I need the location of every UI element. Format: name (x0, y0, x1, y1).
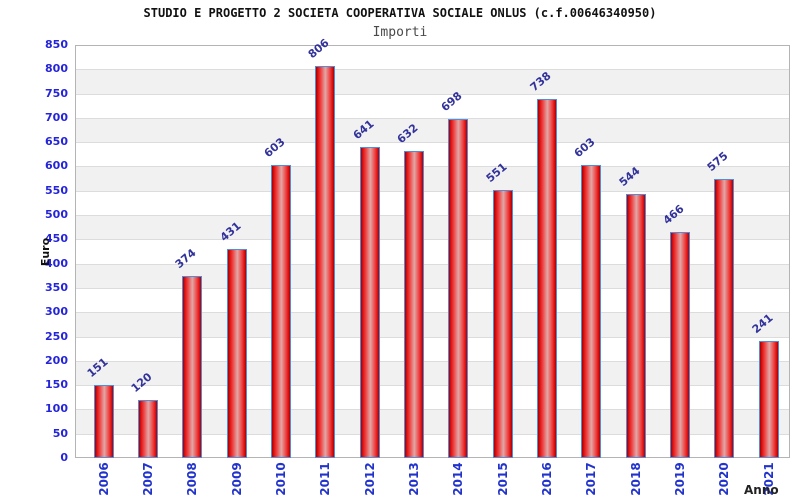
y-tick-label: 700 (45, 110, 68, 124)
y-tick-label: 300 (45, 305, 68, 319)
gridline (76, 409, 789, 411)
x-tick-label: 2017 (584, 462, 599, 496)
y-tick-label: 0 (60, 451, 68, 464)
gridline (76, 166, 789, 168)
plot-area (75, 45, 790, 458)
x-tick-label: 2007 (140, 462, 155, 496)
gridline (76, 190, 789, 192)
plot-band (76, 288, 789, 314)
x-tick-label: 2008 (185, 462, 200, 496)
plot-band (76, 94, 789, 119)
y-tick-label: 450 (45, 232, 68, 246)
plot-band (76, 434, 789, 457)
x-tick-label: 2013 (406, 462, 421, 496)
y-tick-label: 850 (45, 38, 68, 51)
x-tick-label: 2006 (96, 462, 111, 496)
x-tick-label: 2018 (628, 462, 643, 496)
y-tick-label: 200 (45, 353, 68, 367)
gridline (76, 360, 789, 362)
x-tick-label: 2019 (673, 462, 688, 496)
plot-band (76, 240, 789, 265)
plot-band (76, 337, 789, 362)
y-tick-label: 650 (45, 135, 68, 149)
gridline (76, 385, 789, 387)
x-tick-label: 2020 (717, 462, 732, 496)
gridline (76, 263, 789, 265)
plot-band (76, 216, 789, 241)
y-tick-label: 400 (45, 256, 68, 270)
plot-band (76, 143, 789, 168)
gridline (76, 215, 789, 217)
x-tick-label: 2016 (540, 462, 554, 496)
plot-band (76, 46, 789, 71)
plot-band (76, 191, 789, 217)
plot-band (76, 386, 789, 411)
gridline (76, 433, 789, 435)
x-tick-label: 2009 (229, 462, 244, 496)
y-tick-label: 550 (45, 183, 68, 197)
plot-band (76, 118, 789, 144)
y-tick-label: 750 (45, 86, 68, 100)
y-tick-label: 250 (45, 329, 68, 343)
y-tick-label: 800 (45, 62, 68, 76)
y-tick-label: 500 (45, 208, 68, 222)
gridline (76, 117, 789, 119)
gridline (76, 93, 789, 95)
gridline (76, 312, 789, 314)
plot-band (76, 313, 789, 338)
x-axis-title: Anno (744, 483, 779, 497)
x-tick-label: 2014 (451, 462, 466, 496)
gridline (76, 287, 789, 289)
chart-title: STUDIO E PROGETTO 2 SOCIETA COOPERATIVA … (143, 6, 657, 20)
gridline (76, 69, 789, 71)
x-tick-label: 2010 (273, 462, 288, 496)
y-tick-label: 150 (45, 378, 68, 392)
plot-band (76, 410, 789, 435)
x-tick-label: 2011 (318, 462, 333, 496)
plot-band (76, 167, 789, 192)
gridline (76, 142, 789, 144)
gridline (76, 336, 789, 338)
y-tick-label: 100 (45, 402, 68, 416)
gridline (76, 239, 789, 241)
plot-band (76, 361, 789, 387)
y-axis-title: Euro (39, 237, 52, 267)
plot-band (76, 70, 789, 95)
plot-band (76, 264, 789, 289)
x-tick-label: 2012 (362, 462, 377, 496)
y-tick-label: 50 (52, 426, 68, 440)
chart-subtitle: Importi (372, 25, 428, 40)
x-tick-label: 2015 (495, 462, 510, 496)
y-tick-label: 600 (45, 159, 68, 173)
y-tick-label: 350 (45, 280, 68, 294)
